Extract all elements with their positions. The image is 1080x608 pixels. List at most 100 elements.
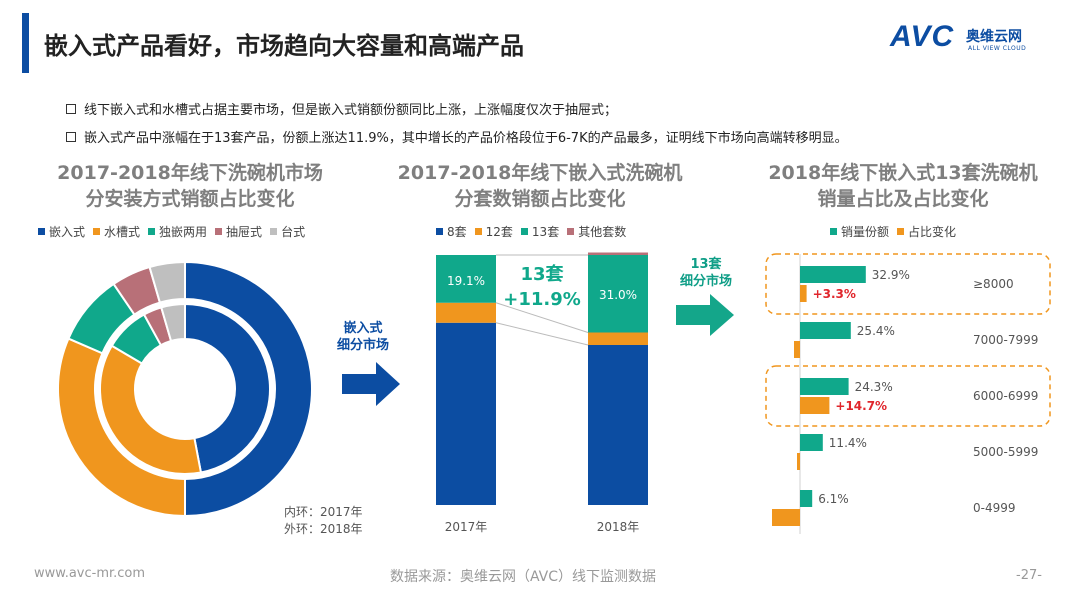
legend-swatch <box>93 228 101 235</box>
legend-swatch <box>436 228 443 235</box>
inner-ring-slice <box>160 302 186 343</box>
avc-logo: AVC 奥维云网 ALL VIEW CLOUD <box>890 20 1060 60</box>
horizontal-bar-chart: 32.9% +3.3% ≥8000 25.4% 7000-7999 24.3% +14.7%… <box>765 253 1051 534</box>
share-bar <box>800 378 849 395</box>
share-label: 11.4% <box>829 436 867 450</box>
ring-note-inner: 内环：2017年 <box>284 505 363 519</box>
inner-ring-slice <box>99 344 203 475</box>
logo-chinese-name: 奥维云网 <box>966 29 1022 45</box>
chart2-legend: 8套 12套 13套 其他套数 <box>436 223 634 240</box>
legend-item-countertop: 台式 <box>270 223 305 240</box>
legend-label: 12套 <box>485 225 513 239</box>
share-bar <box>800 490 813 507</box>
right-arrow-icon <box>342 362 400 406</box>
bar-segment <box>436 255 496 303</box>
bullet-1-text: 线下嵌入式和水槽式占据主要市场，但是嵌入式销额份额同比上涨，上涨幅度仅次于抽屉式… <box>84 103 618 118</box>
annotation-line2: +11.9% <box>503 289 581 310</box>
legend-label: 独嵌两用 <box>159 225 208 239</box>
arrow2-label: 13套 细分市场 <box>666 256 746 290</box>
chart1-title-line1: 2017-2018年线下洗碗机市场 <box>57 162 323 184</box>
connector-line <box>495 322 589 346</box>
arrow1-label: 嵌入式 细分市场 <box>328 320 398 354</box>
legend-swatch <box>270 228 278 235</box>
footer-source: 数据来源：奥维云网（AVC）线下监测数据 <box>390 569 657 585</box>
legend-item-embedded: 嵌入式 <box>38 223 85 240</box>
legend-label: 8套 <box>447 225 467 239</box>
logo-mark: AVC <box>890 20 955 53</box>
category-label: 0-4999 <box>973 501 1016 515</box>
chart1-legend: 嵌入式 水槽式 独嵌两用 抽屉式 台式 <box>38 223 313 240</box>
legend-label: 抽屉式 <box>226 225 263 239</box>
legend-item-12: 12套 <box>474 223 513 240</box>
data-label: 19.1% <box>447 274 485 288</box>
legend-swatch <box>830 228 837 235</box>
data-label: 31.0% <box>599 288 637 302</box>
change-bar <box>800 285 807 302</box>
share-label: 32.9% <box>872 268 910 282</box>
legend-label: 占比变化 <box>908 225 957 239</box>
legend-swatch <box>897 228 905 235</box>
legend-label: 台式 <box>281 225 306 239</box>
legend-label: 水槽式 <box>104 225 141 239</box>
legend-item-other: 其他套数 <box>567 223 626 240</box>
arrow1-label-line2: 细分市场 <box>336 338 389 353</box>
page-title: 嵌入式产品看好，市场趋向大容量和高端产品 <box>44 32 524 60</box>
category-label: 6000-6999 <box>973 389 1038 403</box>
category-label: 7000-7999 <box>973 333 1038 347</box>
page-number: -27- <box>1016 568 1042 583</box>
share-bar <box>800 322 851 339</box>
bar-segment <box>436 302 496 323</box>
share-bar <box>800 434 823 451</box>
title-accent-bar <box>22 13 29 73</box>
outer-ring-slice <box>184 260 313 518</box>
chart2-title-line2: 分套数销额占比变化 <box>454 188 626 210</box>
chart3-title-line2: 销量占比及占比变化 <box>817 188 989 210</box>
legend-item-8: 8套 <box>436 223 467 240</box>
ring-note-outer: 外环：2018年 <box>284 522 363 536</box>
legend-item-sink: 水槽式 <box>93 223 140 240</box>
donut-chart <box>57 260 313 518</box>
bullet-2: 嵌入式产品中涨幅在于13套产品，份额上涨达11.9%，其中增长的产品价格段位于6… <box>66 127 848 146</box>
checkbox-square-icon <box>66 103 76 114</box>
chart2-title: 2017-2018年线下嵌入式洗碗机 分套数销额占比变化 <box>380 160 700 212</box>
legend-label: 13套 <box>531 225 560 239</box>
legend-item-change: 占比变化 <box>897 223 956 240</box>
connector-line <box>495 302 589 333</box>
bar-segment <box>588 252 648 255</box>
chart3-title: 2018年线下嵌入式13套洗碗机 销量占比及占比变化 <box>748 160 1058 212</box>
legend-swatch <box>520 228 528 235</box>
legend-swatch <box>474 228 482 235</box>
category-label: ≥8000 <box>973 277 1014 291</box>
legend-item-13: 13套 <box>520 223 560 240</box>
stacked-bar-chart: 2017年 19.1% 2018年 31.0% 13套 +11.9% <box>436 252 648 534</box>
change-bar <box>797 453 800 470</box>
checkbox-square-icon <box>66 131 76 142</box>
share-bar <box>800 266 866 283</box>
x-tick-label: 2018年 <box>597 520 640 534</box>
bar-segment <box>588 345 648 505</box>
x-tick-label: 2017年 <box>445 520 488 534</box>
annotation-line1: 13套 <box>520 263 563 285</box>
category-label: 5000-5999 <box>973 445 1038 459</box>
inner-ring-slice <box>184 302 271 474</box>
legend-item-drawer: 抽屉式 <box>215 223 262 240</box>
chart3-title-line1: 2018年线下嵌入式13套洗碗机 <box>768 162 1038 184</box>
logo-english-name: ALL VIEW CLOUD <box>968 45 1027 52</box>
right-arrow-icon <box>676 294 734 336</box>
legend-swatch <box>38 228 45 235</box>
highlight-box <box>765 365 1051 427</box>
arrow1-label-line1: 嵌入式 <box>343 321 383 336</box>
arrow2-label-line1: 13套 <box>690 257 722 272</box>
legend-swatch <box>215 228 223 235</box>
chart1-title-line2: 分安装方式销额占比变化 <box>85 188 295 210</box>
change-label: +14.7% <box>835 399 887 413</box>
bullet-2-text: 嵌入式产品中涨幅在于13套产品，份额上涨达11.9%，其中增长的产品价格段位于6… <box>84 131 848 146</box>
legend-label: 嵌入式 <box>49 225 86 239</box>
bar-segment <box>588 255 648 333</box>
legend-swatch <box>567 228 575 235</box>
footer-website: www.avc-mr.com <box>34 566 146 581</box>
legend-item-dual: 独嵌两用 <box>148 223 207 240</box>
highlight-box <box>765 253 1051 315</box>
bar-segment <box>436 322 496 505</box>
legend-label: 其他套数 <box>578 225 627 239</box>
